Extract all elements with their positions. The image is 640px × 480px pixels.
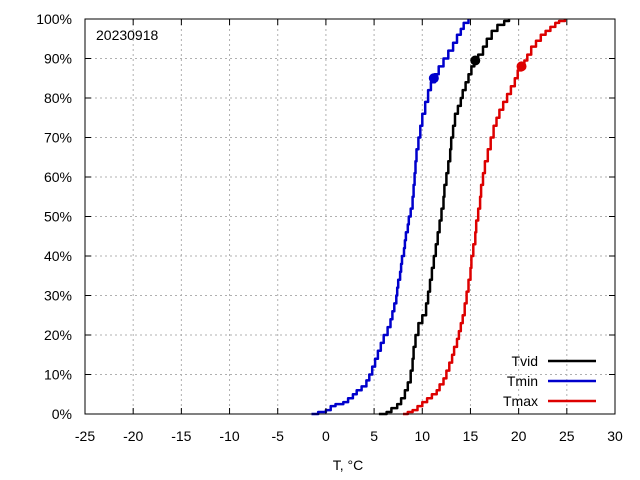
y-tick-label: 90% <box>44 51 72 67</box>
x-tick-label: 20 <box>511 428 527 444</box>
x-tick-label: 10 <box>414 428 430 444</box>
x-axis-label: T, °C <box>333 457 364 473</box>
y-tick-label: 100% <box>36 11 72 27</box>
x-tick-label: 0 <box>322 428 330 444</box>
legend-label-tmax: Tmax <box>503 393 538 409</box>
x-tick-label: -25 <box>75 428 95 444</box>
series-marker-tvid <box>470 55 481 66</box>
y-tick-label: 10% <box>44 367 72 383</box>
y-tick-label: 50% <box>44 209 72 225</box>
chart-date-label: 20230918 <box>96 27 159 43</box>
y-tick-label: 20% <box>44 327 72 343</box>
series-marker-tmax <box>516 61 527 72</box>
x-tick-label: -15 <box>171 428 191 444</box>
series-line-tvid <box>378 19 511 416</box>
series-layer <box>311 19 567 416</box>
tick-layer: -25 -20 -15 -10 -5 0 5 10 15 20 25 30 0% 10% 20% 30% 40%… <box>36 11 623 444</box>
legend-label-tvid: Tvid <box>512 353 538 369</box>
x-tick-label: 25 <box>559 428 575 444</box>
x-tick-label: -5 <box>272 428 285 444</box>
x-tick-label: 5 <box>370 428 378 444</box>
y-tick-label: 60% <box>44 169 72 185</box>
x-tick-label: -10 <box>219 428 239 444</box>
series-line-tmax <box>403 19 567 416</box>
legend-label-tmin: Tmin <box>507 373 538 389</box>
y-tick-label: 30% <box>44 288 72 304</box>
y-tick-label: 40% <box>44 248 72 264</box>
grid-layer <box>85 19 615 414</box>
x-tick-label: 30 <box>607 428 623 444</box>
y-tick-label: 80% <box>44 90 72 106</box>
y-tick-label: 0% <box>52 406 72 422</box>
series-marker-tmin <box>428 73 439 84</box>
x-tick-label: -20 <box>123 428 143 444</box>
legend: Tvid Tmin Tmax <box>503 353 596 409</box>
x-tick-label: 15 <box>463 428 479 444</box>
y-tick-label: 70% <box>44 130 72 146</box>
